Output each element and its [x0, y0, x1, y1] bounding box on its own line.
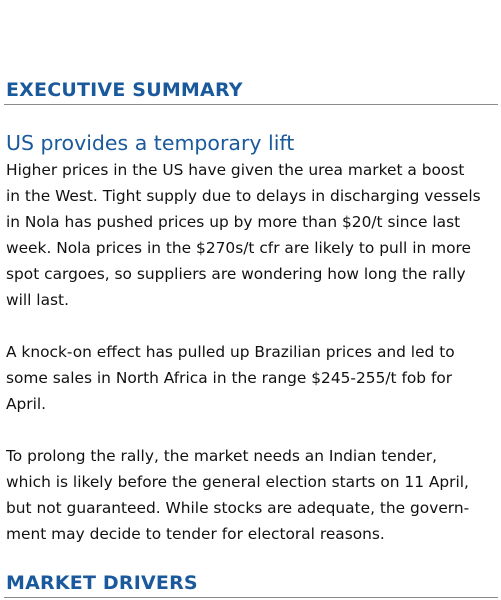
paragraph-line: which is likely before the general elect… [6, 473, 469, 491]
paragraph-line: Higher prices in the US have given the u… [6, 161, 465, 179]
paragraph-line: ment may decide to tender for electoral … [6, 525, 385, 543]
paragraph-3: To prolong the rally, the market needs a… [6, 443, 501, 547]
paragraph-line: in the West. Tight supply due to delays … [6, 187, 481, 205]
section-heading-market-drivers: MARKET DRIVERS [6, 572, 198, 594]
section-divider [4, 104, 498, 105]
paragraph-line: in Nola has pushed prices up by more tha… [6, 213, 461, 231]
paragraph-1: Higher prices in the US have given the u… [6, 157, 501, 313]
paragraph-line: some sales in North Africa in the range … [6, 369, 453, 387]
paragraph-line: week. Nola prices in the $270s/t cfr are… [6, 239, 471, 257]
paragraph-2: A knock-on effect has pulled up Brazilia… [6, 339, 501, 417]
article-title: US provides a temporary lift [6, 131, 295, 155]
paragraph-line: To prolong the rally, the market needs a… [6, 447, 437, 465]
paragraph-line: A knock-on effect has pulled up Brazilia… [6, 343, 455, 361]
section-divider [4, 597, 498, 598]
paragraph-line: but not guaranteed. While stocks are ade… [6, 499, 470, 517]
paragraph-line: will last. [6, 291, 69, 309]
section-heading-executive-summary: EXECUTIVE SUMMARY [6, 79, 243, 101]
paragraph-line: April. [6, 395, 47, 413]
paragraph-line: spot cargoes, so suppliers are wondering… [6, 265, 466, 283]
